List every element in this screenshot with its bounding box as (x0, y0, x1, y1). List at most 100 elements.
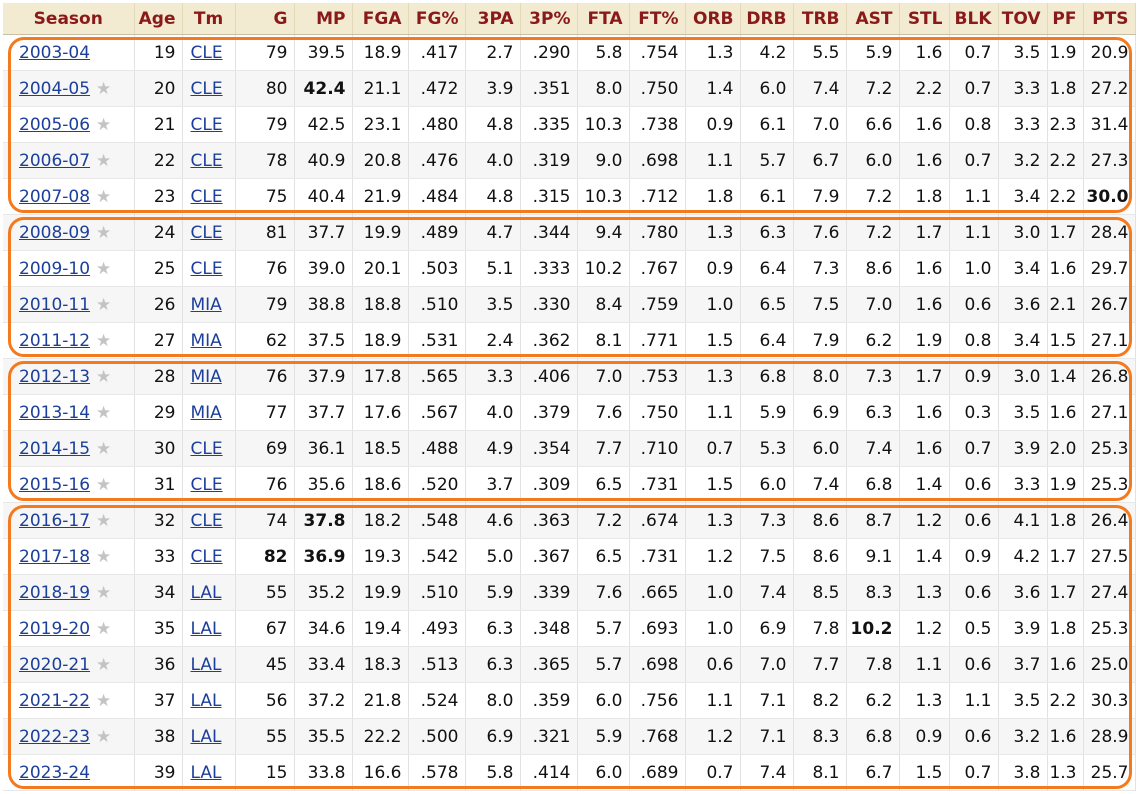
stat-cell-tov: 3.9 (998, 610, 1048, 647)
team-link[interactable]: CLE (190, 186, 223, 207)
season-link[interactable]: 2005-06 (19, 114, 91, 135)
column-header-team[interactable]: Tm (182, 3, 236, 35)
column-header-season[interactable]: Season (3, 3, 135, 35)
season-link[interactable]: 2013-14 (19, 402, 91, 423)
season-link[interactable]: 2018-19 (19, 582, 91, 603)
column-header-age[interactable]: Age (134, 3, 183, 35)
team-link[interactable]: CLE (190, 438, 223, 459)
stat-cell-mp: 39.5 (294, 34, 353, 71)
season-link[interactable]: 2008-09 (19, 222, 91, 243)
column-header-orb[interactable]: ORB (685, 3, 741, 35)
stat-cell-orb: 1.3 (685, 358, 741, 395)
season-link[interactable]: 2010-11 (19, 294, 91, 315)
stat-cell-drb: 4.2 (740, 34, 794, 71)
stat-cell-blk: 0.6 (949, 574, 999, 611)
season-link[interactable]: 2003-04 (19, 42, 91, 63)
team-link[interactable]: CLE (190, 222, 223, 243)
stat-cell-tpa: 5.0 (465, 538, 521, 575)
stat-cell-tov: 3.2 (998, 142, 1048, 179)
table-row: 2003-04 19 CLE 79 39.5 18.9.417 2.7.290 5.8.754… (3, 34, 1136, 71)
stat-cell-stl: 0.9 (899, 718, 950, 755)
season-cell: 2022-23 ★ (3, 718, 135, 755)
season-link[interactable]: 2011-12 (19, 330, 91, 351)
team-cell: CLE (182, 34, 236, 71)
team-link[interactable]: MIA (190, 294, 222, 315)
team-link[interactable]: MIA (190, 402, 222, 423)
stat-cell-orb: 0.6 (685, 646, 741, 683)
column-header-stl[interactable]: STL (899, 3, 950, 35)
stat-cell-tpp: .319 (520, 142, 578, 179)
column-header-pts[interactable]: PTS (1083, 3, 1136, 35)
column-header-fga[interactable]: FGA (352, 3, 409, 35)
column-header-fta[interactable]: FTA (577, 3, 630, 35)
team-link[interactable]: CLE (190, 78, 223, 99)
team-link[interactable]: CLE (190, 474, 223, 495)
column-header-drb[interactable]: DRB (740, 3, 794, 35)
stat-cell-ast: 7.8 (846, 646, 900, 683)
column-header-pf[interactable]: PF (1047, 3, 1084, 35)
stat-cell-fgp: .578 (408, 754, 466, 791)
stat-cell-stl: 1.6 (899, 142, 950, 179)
season-link[interactable]: 2023-24 (19, 762, 91, 783)
season-link[interactable]: 2020-21 (19, 654, 91, 675)
stat-cell-stl: 1.6 (899, 394, 950, 431)
team-link[interactable]: CLE (190, 114, 223, 135)
column-header-minutes[interactable]: MP (294, 3, 353, 35)
team-link[interactable]: CLE (190, 150, 223, 171)
stat-cell-g: 15 (235, 754, 295, 791)
column-header-blk[interactable]: BLK (949, 3, 999, 35)
team-link[interactable]: MIA (190, 330, 222, 351)
season-link[interactable]: 2017-18 (19, 546, 91, 567)
stat-cell-fta: 7.2 (577, 502, 630, 539)
team-link[interactable]: LAL (190, 726, 222, 747)
season-link[interactable]: 2021-22 (19, 690, 91, 711)
team-link[interactable]: CLE (190, 258, 223, 279)
team-link[interactable]: CLE (190, 42, 223, 63)
team-link[interactable]: LAL (190, 654, 222, 675)
season-link[interactable]: 2016-17 (19, 510, 91, 531)
team-link[interactable]: MIA (190, 366, 222, 387)
all-star-icon: ★ (96, 582, 112, 603)
table-body: 2003-04 19 CLE 79 39.5 18.9.417 2.7.290 5.8.754… (3, 34, 1136, 791)
team-cell: LAL (182, 754, 236, 791)
stat-cell-fgp: .417 (408, 34, 466, 71)
season-cell: 2007-08 ★ (3, 178, 135, 215)
team-link[interactable]: LAL (190, 690, 222, 711)
team-link[interactable]: LAL (190, 762, 222, 783)
stat-cell-fga: 20.1 (352, 250, 409, 287)
team-link[interactable]: CLE (190, 510, 223, 531)
stat-cell-fta: 5.9 (577, 718, 630, 755)
season-link[interactable]: 2012-13 (19, 366, 91, 387)
season-link[interactable]: 2004-05 (19, 78, 91, 99)
column-header-tov[interactable]: TOV (998, 3, 1048, 35)
season-link[interactable]: 2015-16 (19, 474, 91, 495)
all-star-icon: ★ (96, 510, 112, 531)
team-link[interactable]: LAL (190, 618, 222, 639)
column-header-ft-pct[interactable]: FT% (629, 3, 686, 35)
stat-cell-ast: 6.8 (846, 718, 900, 755)
season-cell: 2003-04 (3, 34, 135, 71)
stat-cell-ast: 8.7 (846, 502, 900, 539)
column-header-fg-pct[interactable]: FG% (408, 3, 466, 35)
column-header-3p-pct[interactable]: 3P% (520, 3, 578, 35)
season-link[interactable]: 2022-23 (19, 726, 91, 747)
season-link[interactable]: 2009-10 (19, 258, 91, 279)
season-link[interactable]: 2019-20 (19, 618, 91, 639)
stat-cell-tov: 3.4 (998, 250, 1048, 287)
column-header-games[interactable]: G (235, 3, 295, 35)
stat-cell-ast: 6.3 (846, 394, 900, 431)
stat-cell-fga: 18.2 (352, 502, 409, 539)
stat-cell-pf: 1.6 (1047, 394, 1084, 431)
stat-cell-tpa: 4.9 (465, 430, 521, 467)
stat-cell-fga: 18.5 (352, 430, 409, 467)
column-header-ast[interactable]: AST (846, 3, 900, 35)
season-link[interactable]: 2007-08 (19, 186, 91, 207)
column-header-3pa[interactable]: 3PA (465, 3, 521, 35)
column-header-trb[interactable]: TRB (793, 3, 847, 35)
season-link[interactable]: 2014-15 (19, 438, 91, 459)
stat-cell-tpa: 3.3 (465, 358, 521, 395)
all-star-icon: ★ (96, 402, 112, 423)
season-link[interactable]: 2006-07 (19, 150, 91, 171)
team-link[interactable]: CLE (190, 546, 223, 567)
team-link[interactable]: LAL (190, 582, 222, 603)
